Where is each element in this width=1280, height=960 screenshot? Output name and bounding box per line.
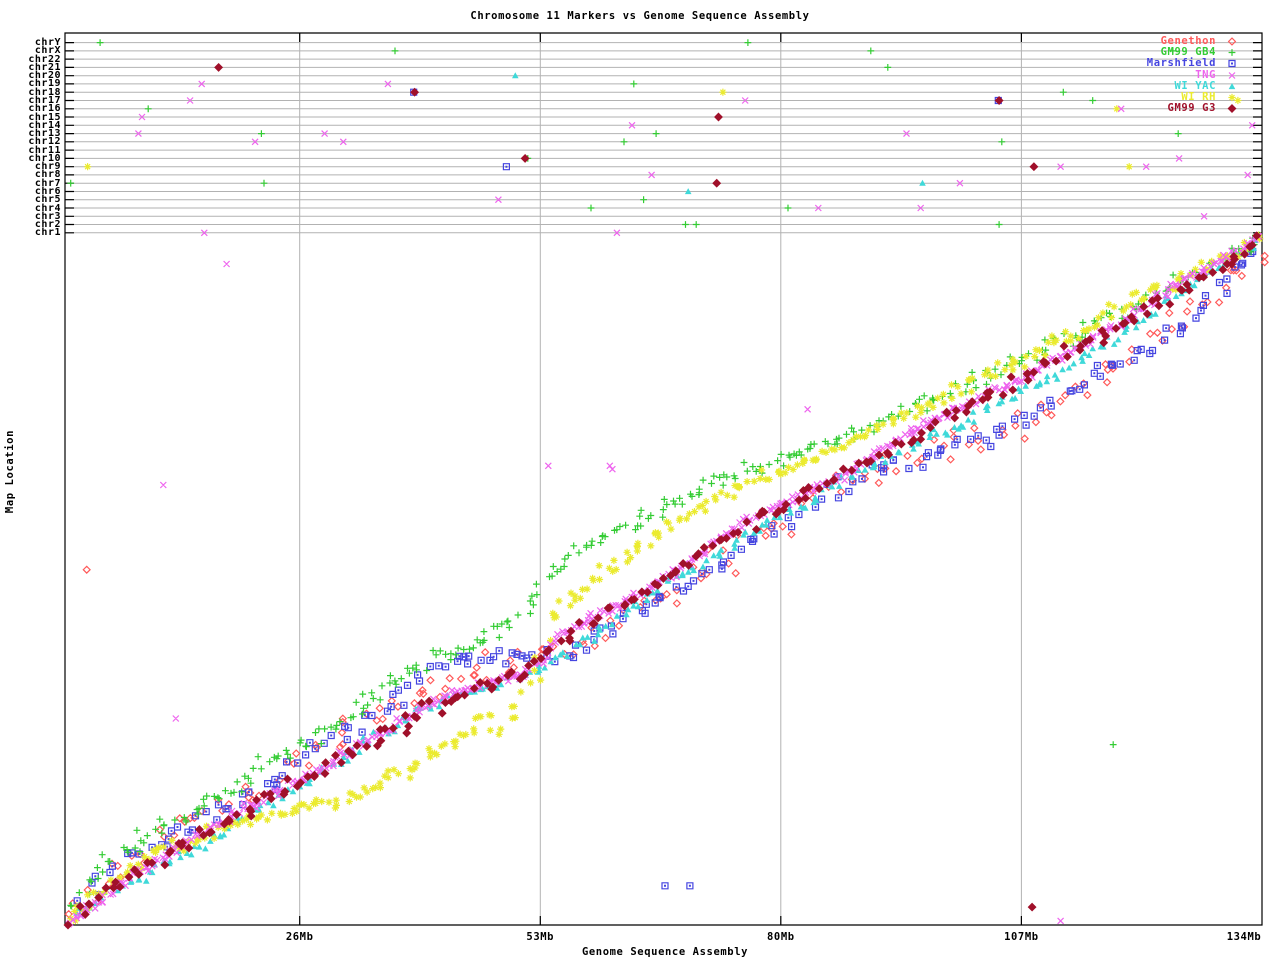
legend-label: Marshfield	[1146, 57, 1216, 70]
open-diamond-icon	[1227, 37, 1237, 46]
legend-item-genethon: Genethon	[1161, 36, 1246, 47]
cross-icon	[1228, 71, 1236, 79]
legend-item-wi-yac: WI YAC	[1174, 79, 1246, 92]
chart-title: Chromosome 11 Markers vs Genome Sequence…	[470, 10, 810, 22]
y-tick-chr16: chr16	[28, 103, 61, 115]
legend-label: TNG	[1195, 68, 1216, 81]
plus-icon	[1228, 49, 1236, 57]
legend-label: WI RH	[1181, 91, 1216, 103]
y-tick-chr19: chr19	[28, 78, 61, 90]
y-tick-chrY: chrY	[34, 37, 61, 49]
y-tick-chr2: chr2	[34, 219, 61, 231]
y-tick-chr1: chr1	[34, 227, 61, 239]
triangle-icon	[1228, 82, 1236, 89]
y-tick-chr20: chr20	[28, 70, 61, 82]
legend-item-tng: TNG	[1195, 68, 1246, 81]
x-tick-107: 107Mb	[1004, 931, 1039, 943]
y-tick-chr4: chr4	[34, 202, 61, 214]
x-axis-label: Genome Sequence Assembly	[581, 946, 749, 958]
y-tick-chr14: chr14	[28, 119, 61, 131]
legend-label: GM99 GB4	[1160, 46, 1216, 59]
legend-item-gm99-gb4: GM99 GB4	[1161, 47, 1246, 58]
y-tick-chr18: chr18	[28, 86, 61, 98]
y-tick-chrX: chrX	[34, 45, 61, 57]
legend-item-wi-rh: WI RH	[1181, 92, 1246, 103]
legend-label: WI YAC	[1174, 79, 1216, 92]
y-tick-chr9: chr9	[34, 161, 61, 173]
y-axis-label: Map Location	[4, 430, 16, 514]
y-tick-chr12: chr12	[28, 136, 61, 148]
legend-item-marshfield: Marshfield	[1147, 58, 1246, 69]
legend-item-gm99-g3: GM99 G3	[1168, 103, 1246, 114]
y-tick-chr7: chr7	[34, 177, 61, 189]
y-tick-chr21: chr21	[28, 61, 61, 73]
fill-diamond-icon	[1227, 104, 1237, 114]
x-tick-134: 134Mb	[1226, 931, 1262, 943]
x-tick-53: 53Mb	[526, 931, 555, 943]
y-tick-chr8: chr8	[34, 169, 61, 181]
y-tick-chr10: chr10	[28, 152, 61, 164]
y-tick-chr11: chr11	[28, 144, 61, 156]
y-tick-chr15: chr15	[28, 111, 61, 123]
x-tick-80: 80Mb	[766, 931, 795, 943]
star-icon	[1228, 93, 1236, 102]
y-tick-chr13: chr13	[28, 128, 61, 140]
boxdot-icon	[1228, 60, 1236, 68]
y-tick-chr22: chr22	[28, 53, 61, 65]
legend-label: GM99 G3	[1167, 102, 1216, 115]
y-tick-chr17: chr17	[28, 94, 61, 106]
y-tick-chr3: chr3	[34, 210, 61, 222]
y-tick-chr6: chr6	[34, 185, 61, 197]
x-tick-26: 26Mb	[285, 931, 314, 943]
y-tick-chr5: chr5	[34, 194, 61, 206]
legend-label: Genethon	[1160, 35, 1216, 47]
